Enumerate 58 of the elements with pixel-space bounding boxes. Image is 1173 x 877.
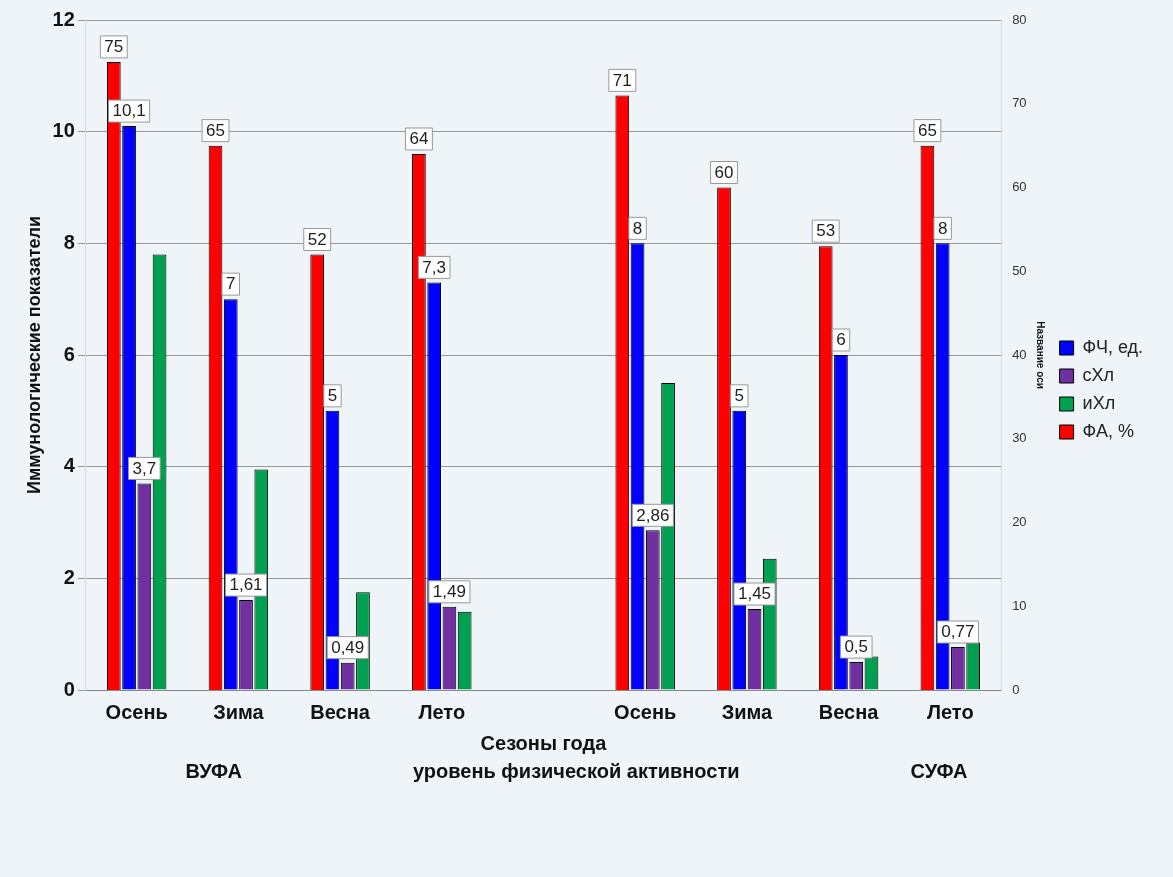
y-tick-label: 0 <box>63 677 75 700</box>
data-label: 1,61 <box>229 575 263 595</box>
legend-label: ФЧ, ед. <box>1082 336 1144 357</box>
x-tick-label: Зима <box>721 700 773 723</box>
y2-tick-label: 40 <box>1012 346 1027 362</box>
data-label: 53 <box>816 221 836 241</box>
x-axis-title: Сезоны года <box>480 731 608 754</box>
text: ВУФА <box>185 760 242 784</box>
y-axis-title: Иммунологические показатели <box>23 216 44 494</box>
y2-tick-label: 30 <box>1012 430 1027 446</box>
legend-label: сХл <box>1082 364 1115 385</box>
data-label: 0,5 <box>844 637 869 657</box>
y2-tick-label: 20 <box>1012 514 1027 530</box>
x-tick-label: Зима <box>213 700 265 723</box>
y2-tick-label: 60 <box>1012 179 1027 195</box>
y2-tick-label: 80 <box>1012 11 1027 27</box>
data-label: 6 <box>836 330 846 350</box>
data-label: 5 <box>734 386 744 406</box>
y-tick-label: 2 <box>63 565 75 588</box>
data-label: 65 <box>206 120 225 140</box>
data-label: 64 <box>409 129 429 149</box>
y-tick-label: 6 <box>63 342 75 365</box>
legend-label: иХл <box>1082 392 1116 413</box>
data-label: 2,86 <box>636 505 670 525</box>
y-tick-label: 12 <box>52 7 75 30</box>
data-label: 1,49 <box>432 582 466 601</box>
data-label: 0,77 <box>941 622 975 642</box>
data-label: 3,7 <box>132 458 157 478</box>
y2-tick-label: 70 <box>1012 95 1027 111</box>
data-label: 8 <box>937 218 948 238</box>
data-label: 8 <box>632 218 643 238</box>
data-label: 5 <box>327 386 338 406</box>
data-label: 10,1 <box>112 101 146 121</box>
text: СУФА <box>910 760 968 784</box>
x-tick-label: Лето <box>926 700 974 723</box>
x-tick-label: Весна <box>818 700 880 723</box>
data-label: 75 <box>104 37 124 57</box>
data-label: 52 <box>307 229 327 249</box>
y2-tick-label: 0 <box>1012 681 1020 697</box>
x-tick-label: Осень <box>105 700 168 723</box>
data-label: 60 <box>714 162 734 182</box>
text: уровень физической активности <box>412 760 740 784</box>
x-tick-label: Осень <box>614 700 677 723</box>
data-label: 71 <box>612 70 632 90</box>
x-tick-label: Весна <box>310 700 371 723</box>
y-tick-label: 8 <box>63 230 75 253</box>
data-label: 7,3 <box>422 257 446 277</box>
data-label: 7 <box>226 274 236 294</box>
y2-tick-label: 10 <box>1012 597 1027 613</box>
data-label: 65 <box>917 120 937 140</box>
y2-axis-title: Название оси <box>1034 321 1046 389</box>
data-label: 0,49 <box>331 637 365 657</box>
y-tick-label: 4 <box>63 454 76 477</box>
data-label: 1,45 <box>737 584 772 604</box>
y-tick-label: 10 <box>52 119 75 142</box>
y2-tick-label: 50 <box>1012 262 1027 278</box>
x-tick-label: Лето <box>418 700 466 723</box>
legend-label: ФА, % <box>1082 420 1134 441</box>
